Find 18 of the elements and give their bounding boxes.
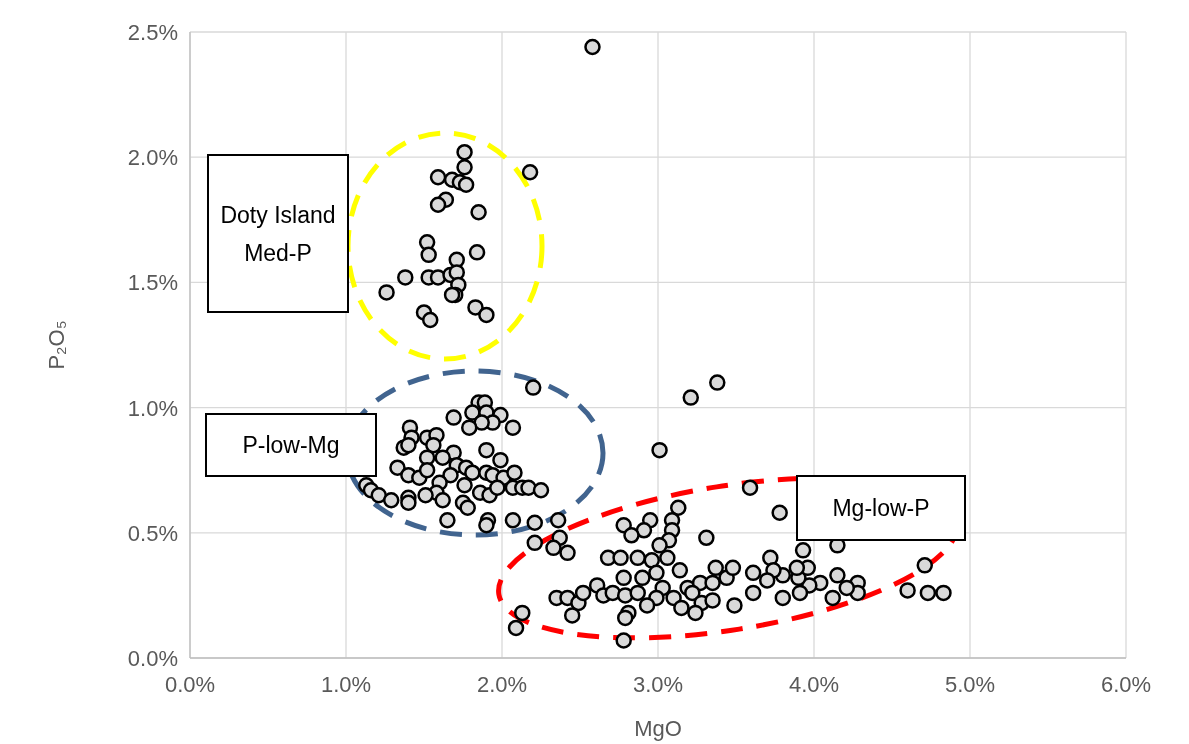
x-tick-label: 0.0% xyxy=(164,672,216,697)
x-tick-label: 6.0% xyxy=(1100,672,1152,697)
y-tick-label: 1.0% xyxy=(127,395,178,421)
y-tick-label: 0.0% xyxy=(127,646,178,671)
annotation: Mg-low-P xyxy=(832,495,930,521)
y-axis-title: P₂O₅ xyxy=(44,320,69,370)
x-axis-title: MgO xyxy=(634,716,682,741)
x-tick-label: 5.0% xyxy=(944,672,996,697)
x-tick-label: 4.0% xyxy=(788,672,840,697)
x-tick-label: 2.0% xyxy=(476,672,528,697)
annotation: P-low-Mg xyxy=(242,432,340,458)
annotation: Doty Island Med-P xyxy=(220,201,336,266)
y-tick-label: 2.0% xyxy=(127,145,178,171)
y-tick-label: 0.5% xyxy=(127,520,178,546)
x-tick-label: 1.0% xyxy=(320,672,372,697)
y-tick-label: 1.5% xyxy=(127,270,178,296)
x-tick-label: 3.0% xyxy=(632,672,684,697)
y-tick-label: 2.5% xyxy=(127,20,178,45)
